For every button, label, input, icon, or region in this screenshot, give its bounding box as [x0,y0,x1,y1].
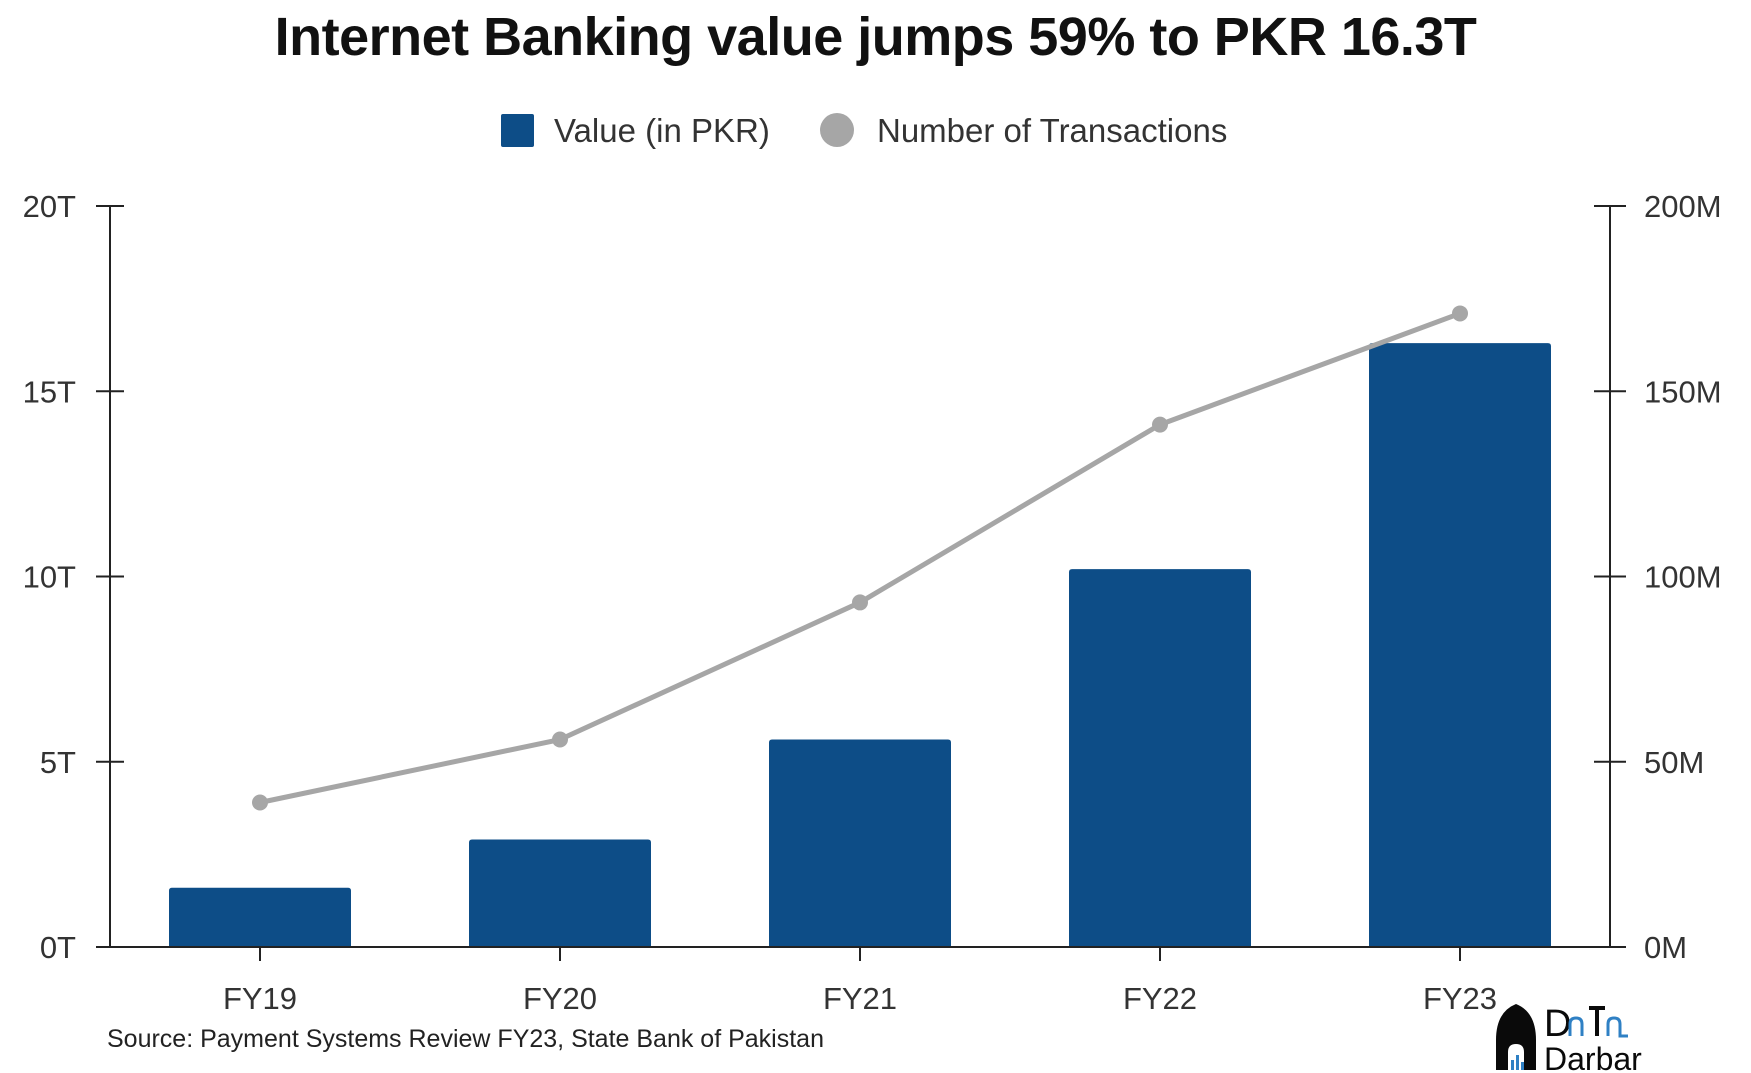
left-axis-tick-label: 15T [23,374,76,409]
transactions-point-fy21 [852,594,868,611]
svg-text:Darbar: Darbar [1544,1041,1642,1073]
right-axis-tick-label: 150M [1644,374,1722,409]
x-axis-tick-label: FY22 [1123,981,1197,1016]
bar-fy20 [469,839,651,947]
transactions-point-fy22 [1152,416,1168,433]
transactions-point-fy20 [552,731,568,748]
legend-swatch-value [501,114,534,147]
right-axis-tick-label: 100M [1644,560,1722,595]
left-axis-tick-label: 0T [40,930,76,965]
source-note: Source: Payment Systems Review FY23, Sta… [107,1025,824,1053]
bar-series [169,343,1551,948]
left-axis-tick-label: 5T [40,745,76,780]
x-axis-tick-label: FY23 [1423,981,1497,1016]
left-axis-tick-label: 10T [23,560,76,595]
bar-fy21 [769,739,951,947]
x-axis-tick-label: FY21 [823,981,897,1016]
svg-text:D: D [1544,1003,1571,1045]
right-axis-tick-label: 0M [1644,930,1687,965]
bar-fy19 [169,887,351,947]
transactions-point-fy19 [252,794,268,811]
legend-label-transactions: Number of Transactions [877,112,1227,149]
chart-legend: Value (in PKR) Number of Transactions [501,112,1227,149]
transactions-line [259,311,1461,805]
bar-fy23 [1369,343,1551,948]
legend-swatch-transactions [820,113,854,147]
chart-axes: 0T 5T 10T 15T 20T 0M 50M 100M 150M 200M FY19 FY20 FY… [23,189,1722,1016]
data-darbar-logo: D Darbar [1496,1003,1642,1073]
line-series [252,305,1468,811]
chart-title: Internet Banking value jumps 59% to PKR … [274,7,1477,67]
x-axis-tick-label: FY19 [223,981,297,1016]
left-axis-tick-label: 20T [23,189,76,224]
transactions-point-fy23 [1452,305,1468,322]
bar-fy22 [1069,569,1251,947]
right-axis-tick-label: 200M [1644,189,1722,224]
legend-label-value: Value (in PKR) [554,112,770,149]
x-axis-tick-label: FY20 [523,981,597,1016]
right-axis-tick-label: 50M [1644,745,1704,780]
